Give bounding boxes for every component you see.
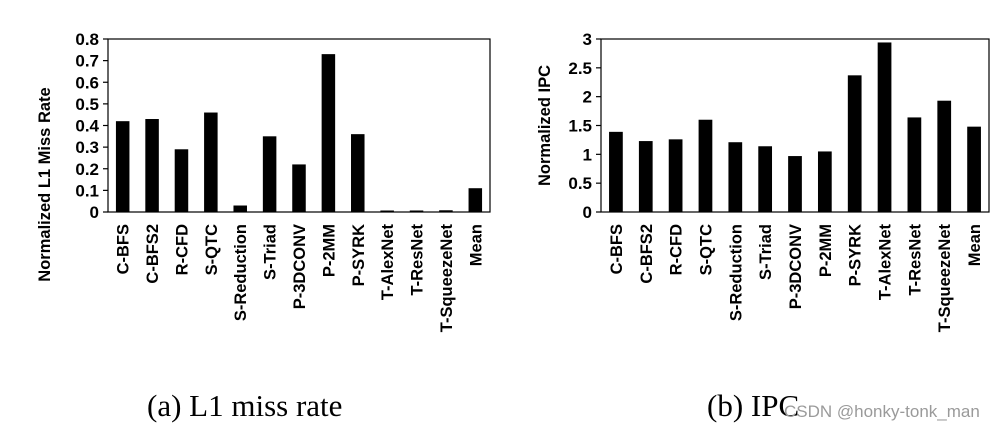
y-tick-label: 2.5 (568, 59, 592, 78)
y-tick-label: 0.7 (75, 52, 99, 71)
x-tick-label: T-AlexNet (379, 224, 397, 301)
y-tick-label: 0.1 (75, 181, 99, 200)
x-tick-label: P-3DCONV (291, 224, 309, 309)
chart-panel-b: 0 0.5 1 1.5 2 2.5 3 Normalized IPC C-BFS C-BFS2 R-… (500, 0, 1004, 360)
bar (233, 205, 247, 212)
x-tick-label: C-BFS (608, 224, 626, 274)
bar (351, 134, 365, 212)
bar (409, 210, 424, 212)
bar (468, 188, 483, 212)
x-tick-label: T-SqueezeNet (936, 224, 954, 333)
x-tick-label: R-CFD (173, 224, 191, 275)
x-tick-label: S-Reduction (232, 224, 250, 321)
y-axis-label: Normalized L1 Miss Rate (36, 87, 54, 281)
bar (758, 146, 773, 212)
bar (439, 210, 453, 212)
x-tick-label: R-CFD (668, 224, 686, 275)
x-tick-label: C-BFS (115, 224, 133, 274)
x-tick-label: T-SqueezeNet (438, 224, 456, 333)
y-tick-label: 0.5 (75, 95, 99, 114)
y-tick-label: 0.2 (75, 160, 99, 179)
chart-ipc: 0 0.5 1 1.5 2 2.5 3 Normalized IPC C-BFS C-BFS2 R-… (536, 30, 990, 333)
bar (115, 121, 130, 212)
bar (292, 164, 306, 212)
y-tick-label: 1.5 (568, 117, 592, 136)
x-tick-label: T-ResNet (906, 224, 924, 296)
y-tick-label: 1 (583, 145, 592, 164)
x-tick-label: S-Triad (757, 224, 775, 280)
caption-b: (b) IPC (707, 388, 800, 423)
bar (877, 42, 892, 213)
x-tick-label: P-SYRK (847, 224, 865, 286)
y-tick-label: 0.3 (75, 138, 99, 157)
y-tick-label: 0.4 (75, 117, 99, 136)
y-tick-label: 0.8 (75, 30, 99, 49)
bar (262, 136, 277, 212)
bar (967, 126, 981, 212)
x-tick-label: T-ResNet (409, 224, 427, 296)
x-tick-label: C-BFS2 (144, 224, 162, 284)
bar (609, 131, 623, 212)
x-tick-label: P-2MM (817, 224, 835, 277)
x-tick-label: P-3DCONV (787, 224, 805, 309)
chart-l1-miss-rate: 0 0.1 0.2 0.3 0.4 0.5 0.6 0.7 0.8 Normalized L1 M… (36, 30, 491, 333)
x-tick-label: Mean (467, 224, 485, 266)
chart-panel-a: 0 0.1 0.2 0.3 0.4 0.5 0.6 0.7 0.8 Normalized L1 M… (0, 0, 500, 360)
bar (204, 112, 218, 212)
bar (321, 54, 336, 213)
bar (728, 142, 743, 212)
x-tick-label: T-AlexNet (877, 224, 895, 301)
x-tick-label: C-BFS2 (638, 224, 656, 284)
x-tick-label: P-SYRK (350, 224, 368, 286)
bar (145, 119, 159, 212)
bar (174, 149, 189, 212)
bar (847, 75, 862, 212)
bar (668, 139, 683, 212)
y-axis-label: Normalized IPC (536, 65, 554, 186)
y-tick-label: 0.6 (75, 73, 99, 92)
bar (907, 117, 922, 212)
caption-a: (a) L1 miss rate (147, 388, 343, 423)
x-tick-label: S-QTC (697, 224, 715, 275)
bar (937, 100, 952, 212)
watermark: CSDN @honky-tonk_man (784, 402, 980, 421)
bar (698, 119, 713, 212)
x-tick-label: S-Reduction (727, 224, 745, 321)
bar (817, 151, 832, 212)
y-tick-label: 3 (583, 30, 592, 49)
bar (788, 156, 802, 212)
x-tick-label: S-Triad (262, 224, 280, 280)
y-tick-label: 0.5 (568, 174, 592, 193)
bar (380, 210, 394, 212)
y-tick-label: 0 (583, 203, 592, 222)
y-tick-label: 2 (583, 88, 592, 107)
x-tick-label: P-2MM (320, 224, 338, 277)
bar (638, 141, 653, 212)
x-tick-label: Mean (966, 224, 984, 266)
y-tick-label: 0 (90, 203, 99, 222)
x-tick-label: S-QTC (203, 224, 221, 275)
